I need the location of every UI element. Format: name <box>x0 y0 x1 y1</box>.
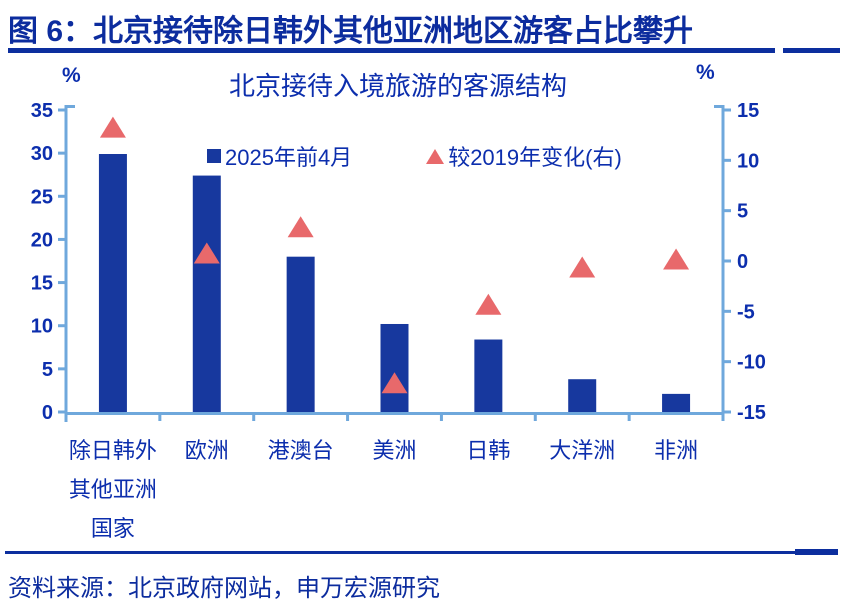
legend-label-triangle-series: 较2019年变化(右) <box>448 145 622 170</box>
y-tick-label-left: 25 <box>31 186 53 208</box>
figure-title: 图 6：北京接待除日韩外其他亚洲地区游客占比攀升 <box>8 15 694 48</box>
right-axis-unit-label: % <box>696 61 715 84</box>
y-tick-label-left: 10 <box>31 316 53 338</box>
triangle-marker <box>99 116 126 138</box>
triangle-marker <box>287 216 314 238</box>
y-tick-label-left: 30 <box>31 143 53 165</box>
title-rule-main <box>8 48 775 53</box>
bar <box>380 323 409 412</box>
triangle-marker <box>193 242 220 264</box>
x-category-label: 除日韩外 <box>69 438 157 463</box>
x-category-label: 美洲 <box>372 438 416 463</box>
y-tick-label-right: 0 <box>737 251 748 273</box>
y-tick-label-left: 0 <box>42 402 53 424</box>
y-tick-label-left: 20 <box>31 229 53 251</box>
x-category-label: 大洋洲 <box>549 438 615 463</box>
y-tick-label-right: 10 <box>737 150 759 172</box>
y-tick-label-left: 35 <box>31 100 53 122</box>
triangle-marker <box>569 256 596 278</box>
chart-title: 北京接待入境旅游的客源结构 <box>228 71 567 101</box>
bar <box>192 175 221 412</box>
left-axis-unit-label: % <box>62 64 81 87</box>
legend-item-triangle-series: 较2019年变化(右) <box>426 140 622 172</box>
title-rule <box>0 48 854 54</box>
triangle-marker <box>663 248 690 270</box>
bar <box>286 256 315 412</box>
y-tick-label-right: -15 <box>737 402 766 424</box>
x-category-label: 港澳台 <box>268 438 334 463</box>
y-tick-label-left: 5 <box>42 359 53 381</box>
source-note: 资料来源：北京政府网站，申万宏源研究 <box>8 575 440 602</box>
y-tick-label-right: -10 <box>737 352 766 374</box>
legend-label-bar-series: 2025年前4月 <box>225 145 353 170</box>
y-tick-label-right: 5 <box>737 201 748 223</box>
bar <box>662 393 691 412</box>
bar <box>568 379 597 412</box>
y-tick-label-right: 15 <box>737 100 759 122</box>
triangle-marker <box>381 372 408 394</box>
legend-item-bar-series: 2025年前4月 <box>207 140 352 172</box>
x-category-label: 其他亚洲 <box>69 477 157 502</box>
x-category-label: 国家 <box>91 516 135 541</box>
x-category-label: 日韩 <box>466 438 510 463</box>
x-category-label: 非洲 <box>654 438 698 463</box>
y-tick-label-left: 15 <box>31 273 53 295</box>
chart-legend: 2025年前4月 较2019年变化(右) <box>207 140 622 172</box>
footer-rule-thick <box>795 549 838 555</box>
title-rule-end <box>783 48 840 53</box>
x-category-label: 欧洲 <box>185 438 229 463</box>
triangle-series-swatch-icon <box>426 148 445 164</box>
y-tick-label-right: -5 <box>737 301 755 323</box>
bar <box>474 339 503 412</box>
bar <box>98 154 127 412</box>
triangle-marker <box>475 293 502 315</box>
footer-rule <box>0 548 854 556</box>
bar-series-swatch-icon <box>207 149 221 163</box>
footer-rule-thin <box>5 551 795 554</box>
